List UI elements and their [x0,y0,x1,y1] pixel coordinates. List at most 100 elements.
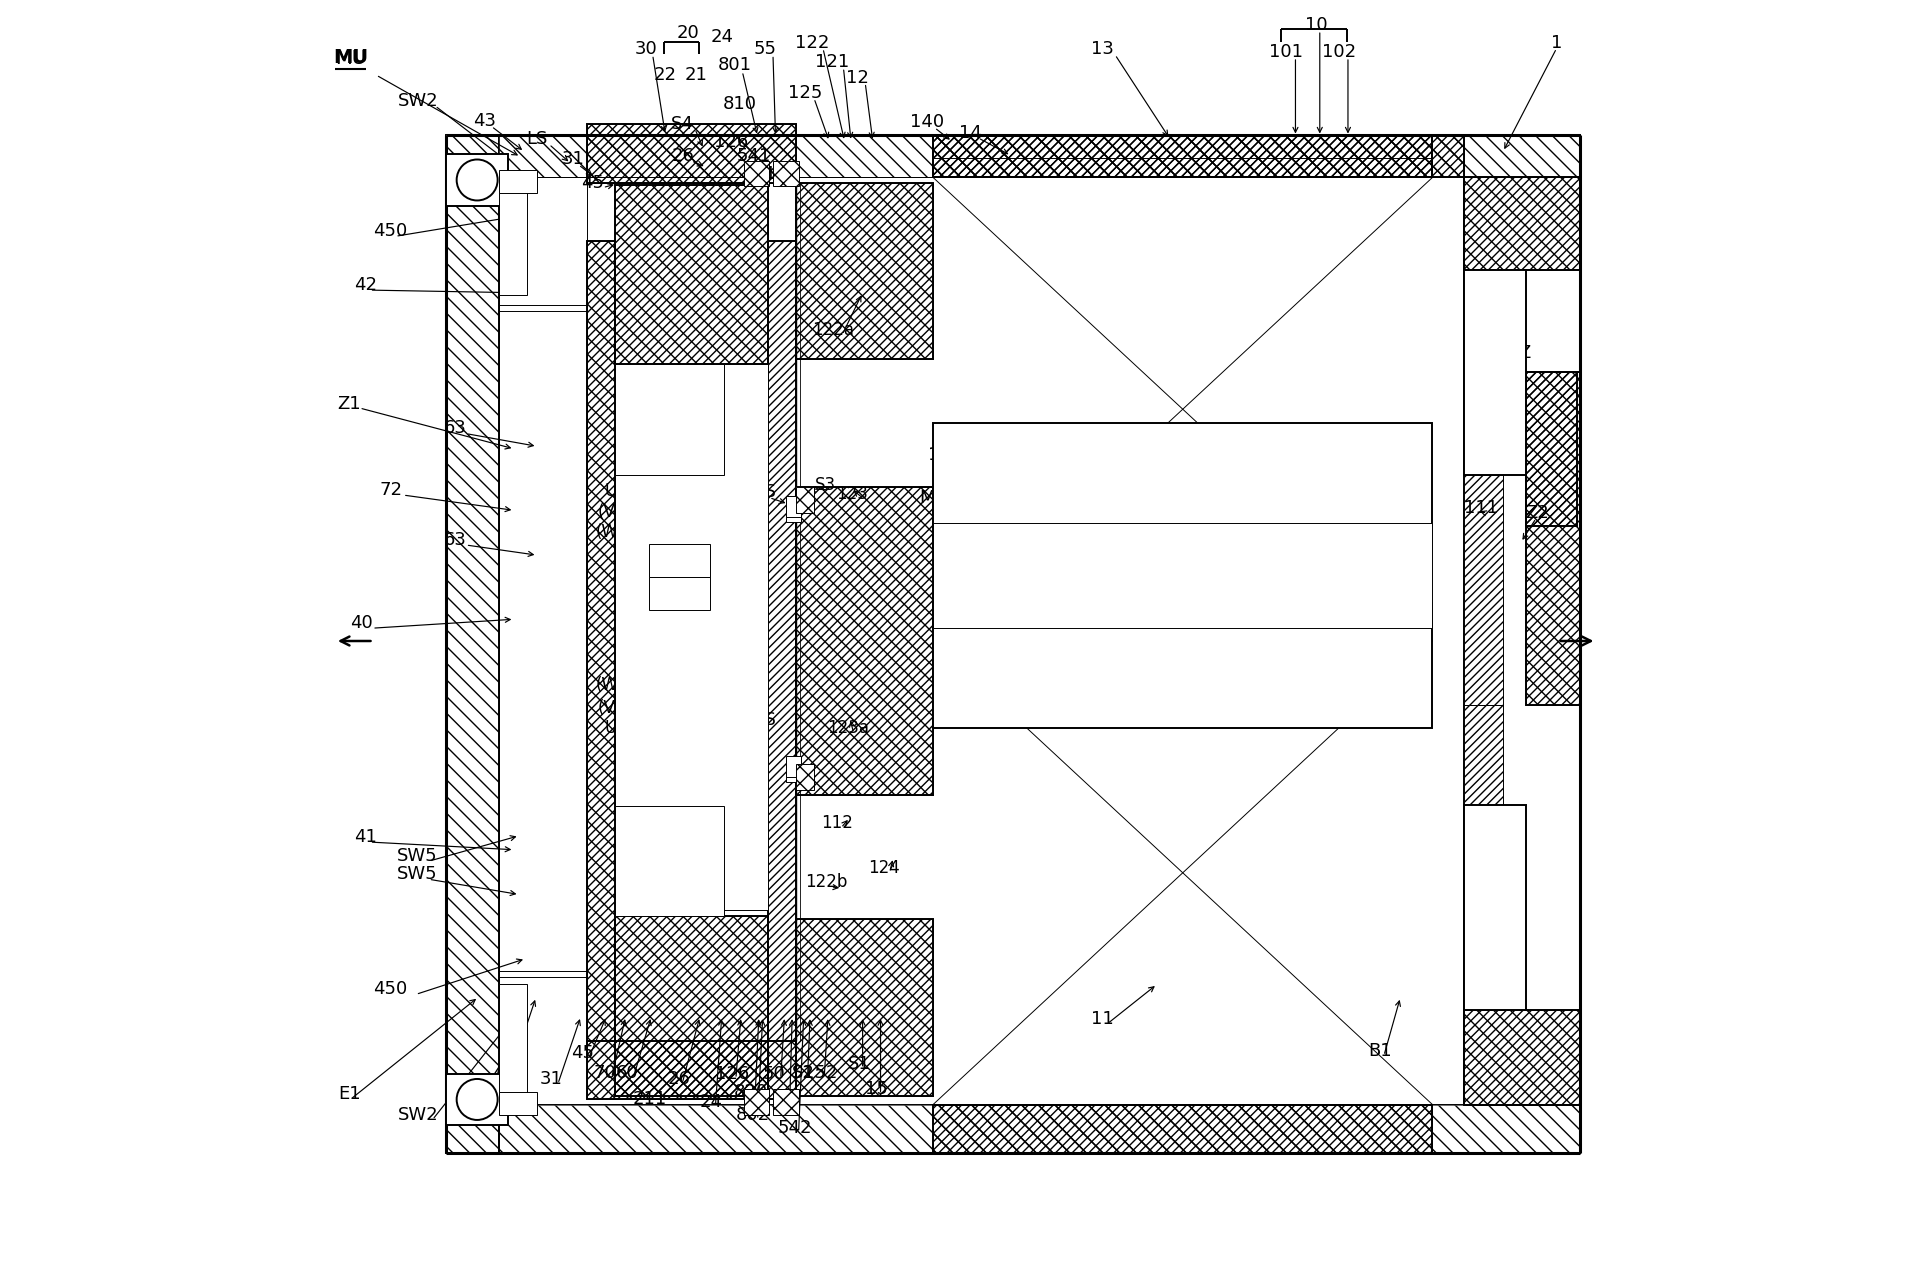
Bar [797,487,934,795]
Bar [774,1090,799,1115]
Bar [649,577,710,610]
Text: SW5: SW5 [397,847,437,865]
Bar [1465,705,1503,1010]
Bar [743,1090,770,1115]
Text: 31: 31 [541,1070,562,1088]
Bar [934,1105,1432,1154]
Bar [447,135,499,1154]
Text: 55: 55 [774,1094,797,1111]
Bar [797,182,934,359]
Bar [499,1105,1580,1154]
Text: 22: 22 [654,65,678,83]
Bar [797,919,934,1096]
Bar [1465,805,1527,1010]
Bar [587,241,616,1041]
Text: 152: 152 [803,1064,837,1082]
Bar [797,487,934,795]
Text: 541: 541 [737,146,770,164]
Text: 101: 101 [1269,42,1303,62]
Bar [934,1105,1432,1154]
Bar [587,1041,797,1100]
Bar [797,764,814,790]
Bar [499,135,1580,177]
Bar [797,919,934,1096]
Bar [616,364,768,910]
Text: 11: 11 [1091,1010,1113,1028]
Bar [587,1041,797,1100]
Bar [797,487,814,513]
Text: SW5: SW5 [397,865,437,883]
Text: 542: 542 [778,1119,812,1137]
Bar [616,806,724,917]
Text: Z2: Z2 [1527,504,1550,522]
Bar [1465,474,1503,705]
Text: S4: S4 [670,114,693,132]
Text: 125: 125 [787,83,822,101]
Bar [934,135,1432,177]
Bar [447,135,499,1154]
Text: 124a: 124a [928,446,974,464]
Bar [1527,372,1577,526]
Text: 45: 45 [570,1045,593,1063]
Text: 31: 31 [562,150,585,168]
Text: 12: 12 [847,68,868,86]
Bar [1465,177,1580,269]
Bar [616,917,768,1096]
Bar [934,1105,1432,1154]
Text: MU: MU [335,49,366,68]
Bar [587,123,797,182]
Text: S3: S3 [814,476,835,494]
Text: S1: S1 [847,1055,870,1073]
Text: 121: 121 [814,53,849,72]
Bar [499,1105,1580,1154]
Text: (W1): (W1) [595,523,635,541]
Text: 102: 102 [1322,42,1355,62]
Bar [934,523,1432,628]
Bar [587,1041,797,1100]
Text: 450: 450 [373,222,408,240]
Text: (V2): (V2) [599,699,633,717]
Bar [616,364,724,474]
Text: 50: 50 [762,1065,785,1083]
Text: Z: Z [1519,344,1530,362]
Bar [785,762,801,782]
Text: 122: 122 [795,33,830,53]
Bar [768,241,797,1041]
Text: 26: 26 [672,146,695,164]
Text: 123a: 123a [828,719,870,737]
Bar [934,135,1432,177]
Bar [499,1105,1580,1154]
Bar [934,135,1432,177]
Bar [616,185,768,364]
Text: 24: 24 [701,1094,724,1111]
Bar [934,135,1432,177]
Bar [934,135,1432,177]
Text: 15: 15 [864,1081,887,1099]
Bar [785,756,801,777]
Bar [447,154,508,205]
Bar [1432,135,1465,177]
Bar [774,160,799,186]
Bar [1432,135,1465,177]
Text: 30: 30 [635,40,658,59]
Text: 63: 63 [445,531,468,549]
Bar [447,1074,508,1126]
Text: LS: LS [757,712,776,729]
Bar [1465,177,1580,269]
Bar [1432,135,1465,177]
Bar [1465,1010,1580,1105]
Bar [1465,1010,1580,1105]
Bar [499,1092,537,1115]
Text: 41: 41 [354,828,377,846]
Bar [743,160,770,186]
Text: 140: 140 [911,113,943,131]
Text: 24: 24 [710,27,733,46]
Bar [499,135,1580,177]
Bar [616,917,768,1096]
Text: Z1: Z1 [337,395,360,413]
Text: SW2: SW2 [398,91,439,109]
Circle shape [456,159,499,200]
Bar [743,1090,770,1115]
Bar [785,496,801,517]
Text: 802: 802 [735,1106,770,1124]
